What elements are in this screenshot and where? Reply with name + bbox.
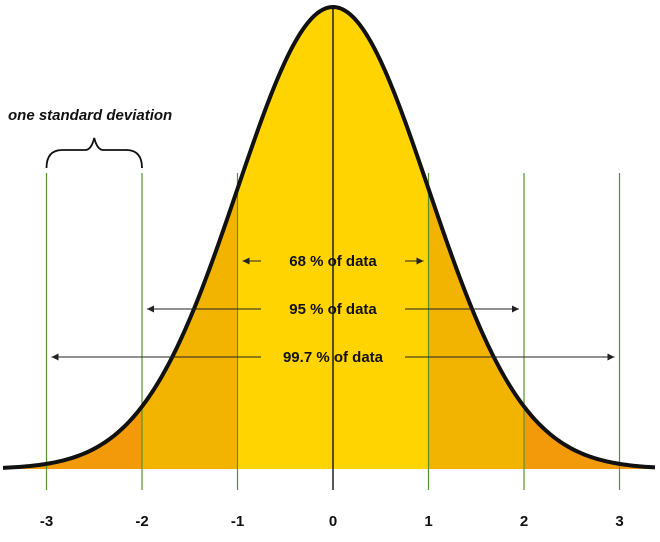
- tick-label: -2: [135, 513, 148, 530]
- percentage-bands: 68 % of data 95 % of data 99.7 % of data: [51, 253, 615, 366]
- curly-brace-icon: [45, 137, 143, 169]
- tick-label: 3: [615, 513, 623, 530]
- arrowhead-left-icon: [147, 305, 154, 313]
- band-2: 95 % of data: [147, 301, 519, 318]
- bell-curve: [2, 5, 656, 470]
- tick-labels: -3 -2 -1 0 1 2 3: [40, 513, 624, 530]
- sd-annotation: one standard deviation: [8, 107, 172, 169]
- tick-label: 1: [424, 513, 432, 530]
- band-label: 68 % of data: [289, 253, 377, 270]
- tick-label: 0: [329, 513, 337, 530]
- arrowhead-left-icon: [51, 353, 59, 361]
- arrowhead-right-icon: [416, 257, 424, 265]
- arrowhead-left-icon: [242, 257, 250, 265]
- tick-label: -3: [40, 513, 53, 530]
- band-label: 95 % of data: [289, 301, 377, 318]
- tick-label: 2: [520, 513, 528, 530]
- band-3: 99.7 % of data: [51, 349, 615, 366]
- sd-annotation-label: one standard deviation: [8, 107, 172, 124]
- area-regions: [3, 7, 655, 470]
- tick-label: -1: [231, 513, 244, 530]
- arrowhead-right-icon: [607, 353, 615, 361]
- sd-lines: [45, 173, 621, 490]
- arrowhead-right-icon: [512, 305, 519, 313]
- band-label: 99.7 % of data: [283, 349, 384, 366]
- band-1: 68 % of data: [242, 253, 424, 270]
